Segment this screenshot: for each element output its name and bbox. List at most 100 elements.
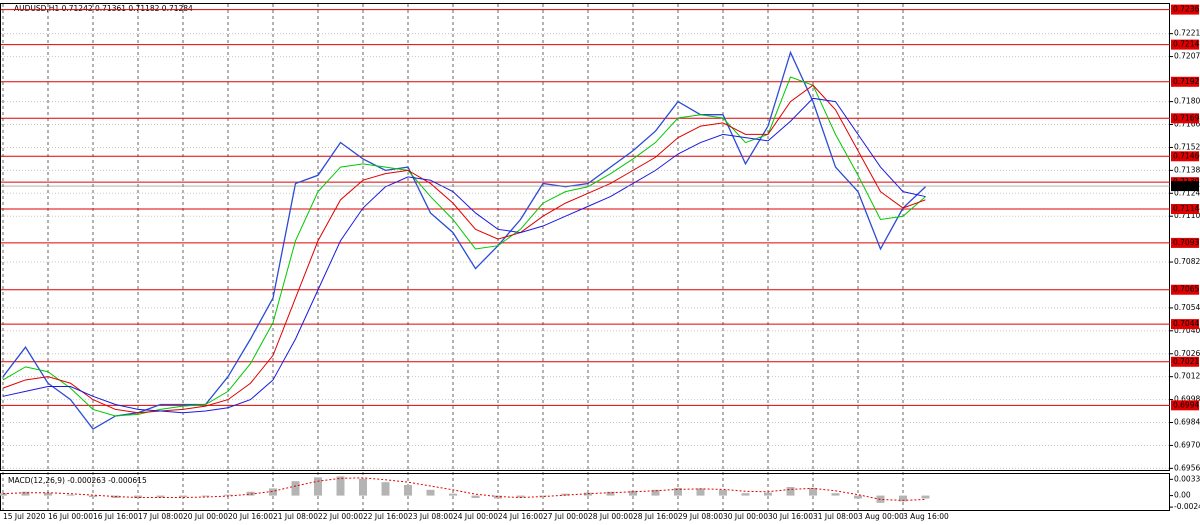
macd-bar [359,478,367,496]
macd-bar [899,495,907,502]
x-tick-label: 29 Jul 08:00 [678,512,723,521]
price-title: AUDUSD,H1 0.71242 0.71361 0.71182 0.7128… [14,4,193,13]
x-tick-label: 16 Jul 00:00 [48,512,93,521]
moving-average [2,97,926,414]
macd-bar [471,495,480,498]
x-tick-label: 23 Jul 08:00 [408,512,453,521]
macd-bar [179,495,187,498]
level-label: 0.71698 [1173,113,1200,122]
level-label-box [1171,400,1199,411]
y-tick-label: 0.00 [1174,491,1191,500]
macd-bar [651,489,660,496]
level-label-box [1171,356,1199,367]
x-tick-label: 3 Aug 00:00 [858,512,904,521]
macd-bar [831,493,840,496]
macd-bar [449,493,457,496]
macd-bar [921,495,930,499]
macd-bar [269,488,277,496]
x-tick-label: 27 Jul 00:00 [543,512,588,521]
level-label-box [1171,237,1199,248]
macd-bar [66,494,75,496]
macd-bar [89,495,97,498]
x-tick-label: 22 Jul 00:00 [318,512,363,521]
x-tick-label: 24 Jul 16:00 [498,512,543,521]
level-label: 0.70937 [1173,238,1200,247]
level-label: 0.72148 [1173,40,1200,49]
macd-bar [336,476,345,496]
macd-bar [381,482,390,496]
macd-bar [629,490,637,496]
x-tick-label: 3 Aug 16:00 [903,512,949,521]
x-tick-label: 15 Jul 2020 [3,512,46,521]
x-tick-label: 16 Jul 16:00 [93,512,138,521]
x-tick-label: 28 Jul 00:00 [588,512,633,521]
level-label-box [1171,76,1199,87]
level-label-box [1171,39,1199,50]
level-label-box [1171,151,1199,162]
x-tick-label: 30 Jul 16:00 [768,512,813,521]
level-label: 0.71144 [1173,204,1200,213]
x-tick-label: 20 Jul 16:00 [228,512,273,521]
x-tick-label: 24 Jul 00:00 [453,512,498,521]
macd-bar [201,495,210,497]
macd-bar [854,495,862,499]
level-label: 0.72362 [1173,5,1200,14]
x-tick-label: 30 Jul 00:00 [723,512,768,521]
level-label-box [1171,4,1199,15]
macd-bar [21,491,30,496]
level-label: 0.71466 [1173,151,1200,160]
level-label-box [1171,284,1199,295]
macd-bar [0,493,7,496]
y-tick-label: 0.72075 [1174,52,1200,61]
macd-bar [696,488,705,496]
level-label-box [1171,204,1199,215]
macd-bar [674,487,682,496]
x-tick-label: 21 Jul 08:00 [273,512,318,521]
x-tick-label: 28 Jul 16:00 [633,512,678,521]
level-label-box [1171,113,1199,124]
x-tick-label: 17 Jul 08:00 [138,512,183,521]
macd-bar [291,481,300,496]
moving-average [2,76,926,417]
moving-average [2,84,926,414]
macd-bar [809,487,817,496]
macd-title: MACD(12,26,9) -0.000263 -0.000615 [8,476,147,485]
price-line [2,50,926,430]
macd-bar [134,495,142,498]
macd-bar [246,491,255,496]
macd-bar [314,477,322,496]
macd-bar [786,486,795,496]
level-label: 0.70211 [1173,357,1200,366]
last-price-box [1171,181,1199,192]
macd-bar [494,495,502,499]
macd-bar [404,485,412,496]
signal-line [2,477,926,501]
macd-bar [719,489,727,496]
level-label: 0.69945 [1173,400,1200,409]
macd-bar [876,495,885,503]
last-price-label: 0.71284 [1173,181,1200,190]
macd-bar [539,495,547,497]
y-tick-label: 0.72215 [1174,29,1200,38]
macd-bar [224,494,232,496]
price-frame [0,3,1170,471]
x-tick-label: 22 Jul 16:00 [363,512,408,521]
y-tick-label: 0.00339 [1174,474,1200,483]
